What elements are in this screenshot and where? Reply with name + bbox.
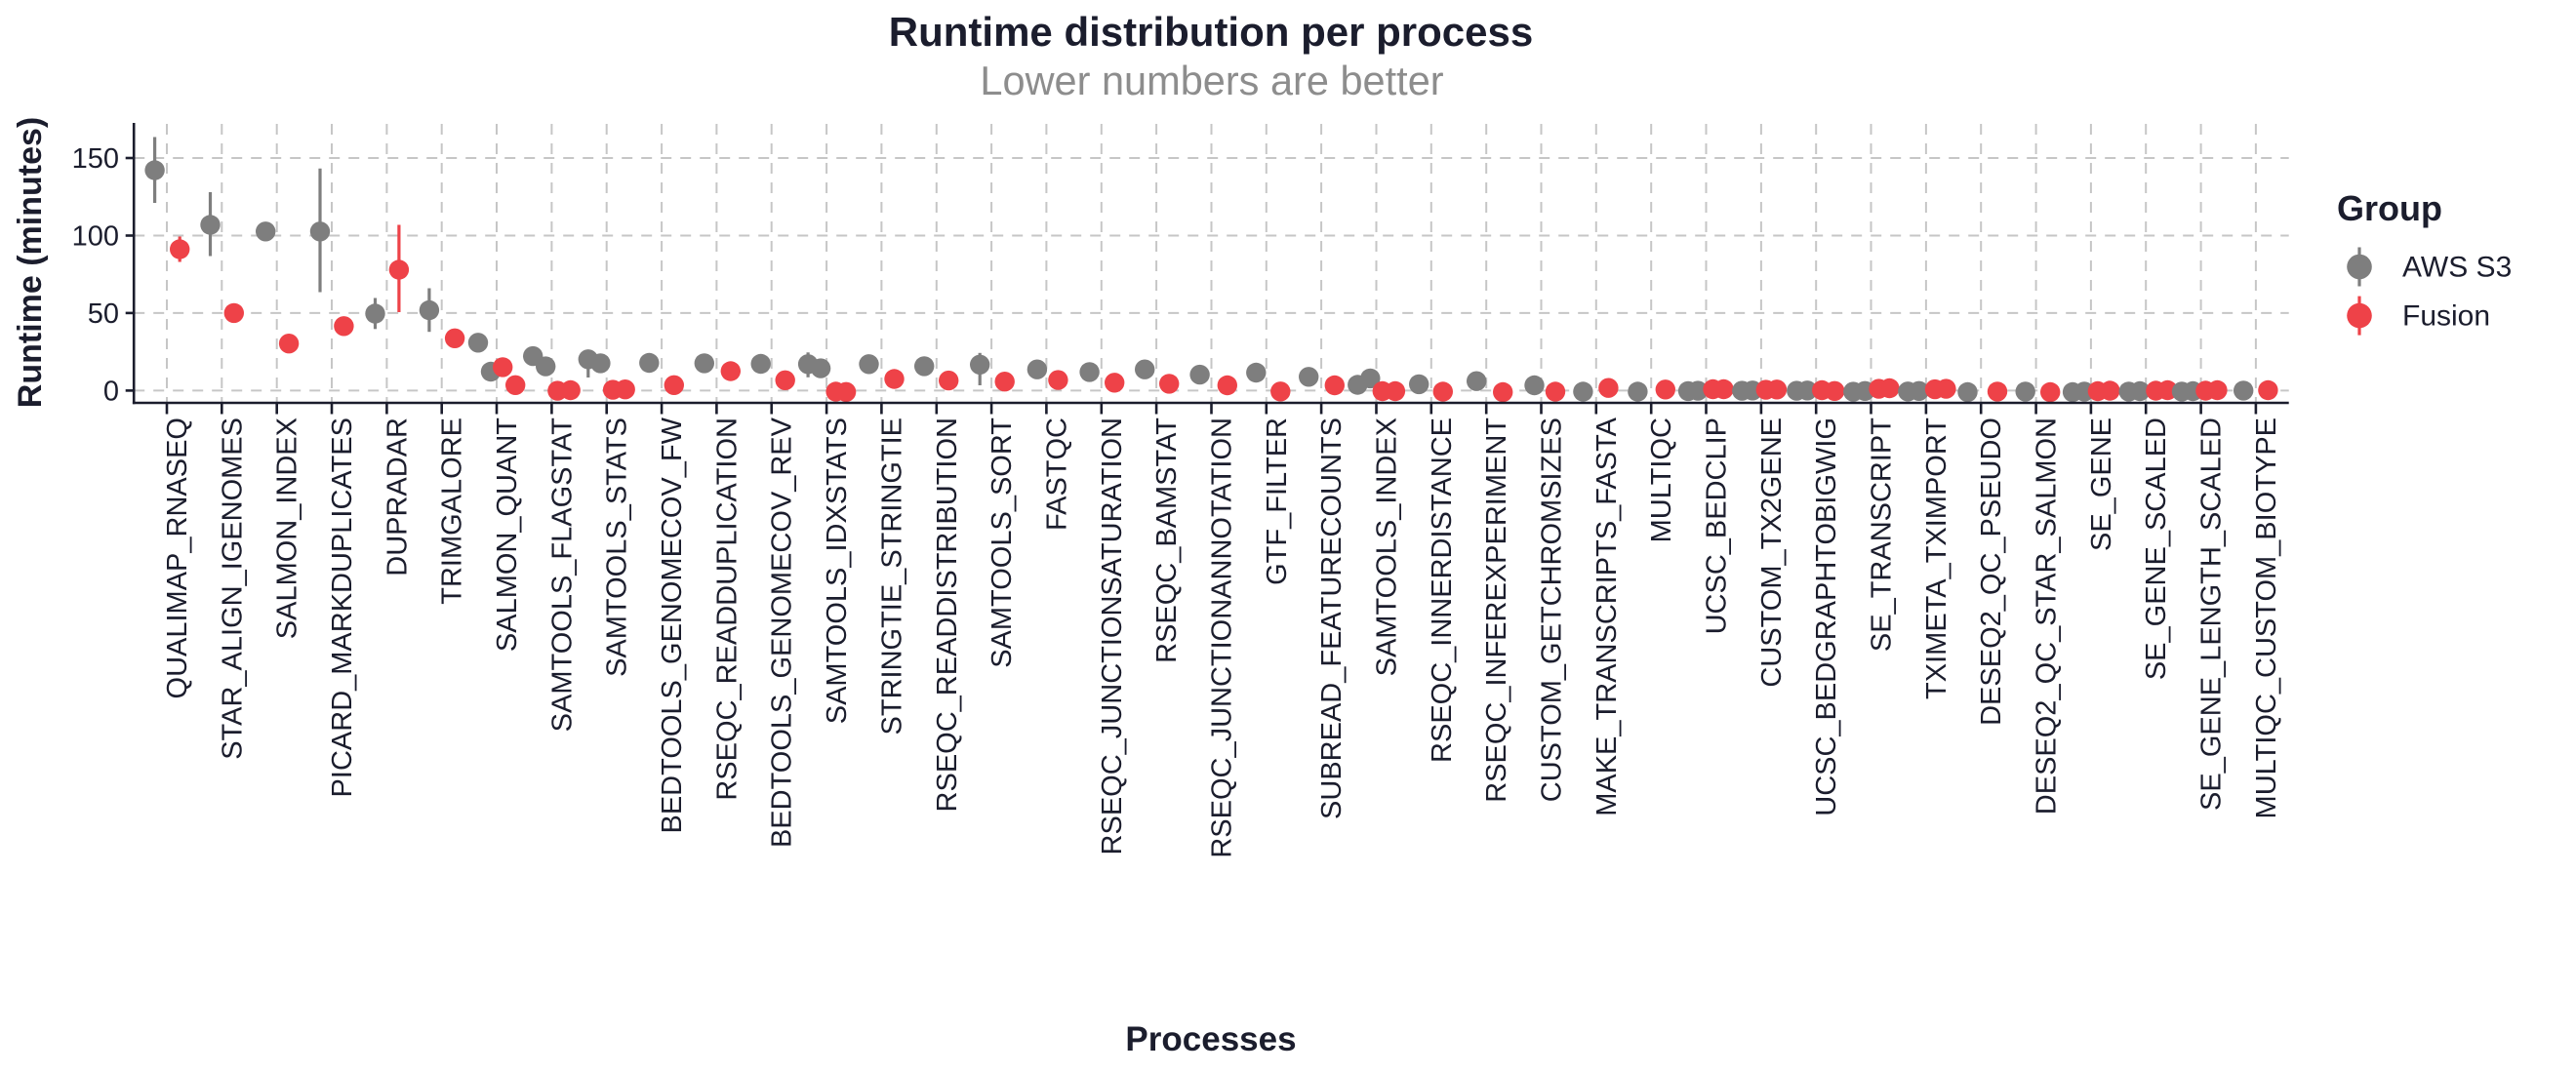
svg-text:SAMTOOLS_STATS: SAMTOOLS_STATS <box>602 417 633 677</box>
svg-text:Runtime distribution per proce: Runtime distribution per process <box>889 9 1533 55</box>
svg-text:UCSC_BEDCLIP: UCSC_BEDCLIP <box>1702 417 1733 634</box>
svg-text:RSEQC_READDISTRIBUTION: RSEQC_READDISTRIBUTION <box>932 417 963 812</box>
svg-text:SE_TRANSCRIPT: SE_TRANSCRIPT <box>1867 417 1898 652</box>
svg-text:SAMTOOLS_FLAGSTAT: SAMTOOLS_FLAGSTAT <box>546 417 578 733</box>
svg-text:RSEQC_BAMSTAT: RSEQC_BAMSTAT <box>1151 417 1183 663</box>
svg-text:QUALIMAP_RNASEQ: QUALIMAP_RNASEQ <box>162 417 193 698</box>
svg-text:100: 100 <box>72 221 119 253</box>
svg-text:MAKE_TRANSCRIPTS_FASTA: MAKE_TRANSCRIPTS_FASTA <box>1591 417 1623 815</box>
svg-text:SE_GENE_LENGTH_SCALED: SE_GENE_LENGTH_SCALED <box>2196 417 2228 811</box>
svg-text:TRIMGALORE: TRIMGALORE <box>437 417 468 605</box>
svg-text:SALMON_QUANT: SALMON_QUANT <box>492 417 523 652</box>
svg-text:50: 50 <box>88 298 119 330</box>
svg-text:BEDTOOLS_GENOMECOV_FW: BEDTOOLS_GENOMECOV_FW <box>657 417 688 833</box>
svg-text:UCSC_BEDGRAPHTOBIGWIG: UCSC_BEDGRAPHTOBIGWIG <box>1811 417 1842 816</box>
svg-text:SE_GENE: SE_GENE <box>2086 417 2117 551</box>
svg-text:BEDTOOLS_GENOMECOV_REV: BEDTOOLS_GENOMECOV_REV <box>767 417 798 848</box>
svg-text:0: 0 <box>103 376 119 407</box>
svg-text:Fusion: Fusion <box>2402 300 2490 333</box>
svg-text:Lower numbers are better: Lower numbers are better <box>980 58 1443 103</box>
svg-text:STRINGTIE_STRINGTIE: STRINGTIE_STRINGTIE <box>876 417 907 735</box>
svg-text:AWS S3: AWS S3 <box>2402 252 2512 284</box>
svg-text:STAR_ALIGN_IGENOMES: STAR_ALIGN_IGENOMES <box>217 417 248 760</box>
svg-text:RSEQC_INNERDISTANCE: RSEQC_INNERDISTANCE <box>1427 417 1458 763</box>
svg-text:SAMTOOLS_IDXSTATS: SAMTOOLS_IDXSTATS <box>822 417 853 724</box>
svg-text:RSEQC_JUNCTIONSATURATION: RSEQC_JUNCTIONSATURATION <box>1097 417 1128 854</box>
svg-text:TXIMETA_TXIMPORT: TXIMETA_TXIMPORT <box>1921 417 1952 699</box>
svg-text:PICARD_MARKDUPLICATES: PICARD_MARKDUPLICATES <box>327 417 358 797</box>
svg-text:RSEQC_JUNCTIONANNOTATION: RSEQC_JUNCTIONANNOTATION <box>1207 417 1238 858</box>
svg-text:RSEQC_INFEREXPERIMENT: RSEQC_INFEREXPERIMENT <box>1481 417 1512 803</box>
svg-text:GTF_FILTER: GTF_FILTER <box>1262 417 1293 585</box>
svg-text:Group: Group <box>2337 188 2442 228</box>
svg-text:Runtime (minutes): Runtime (minutes) <box>12 117 49 408</box>
svg-text:SUBREAD_FEATURECOUNTS: SUBREAD_FEATURECOUNTS <box>1316 417 1348 819</box>
svg-text:DESEQ2_QC_STAR_SALMON: DESEQ2_QC_STAR_SALMON <box>2032 417 2063 815</box>
svg-text:FASTQC: FASTQC <box>1041 417 1072 531</box>
svg-text:CUSTOM_GETCHROMSIZES: CUSTOM_GETCHROMSIZES <box>1537 417 1568 802</box>
svg-text:SAMTOOLS_SORT: SAMTOOLS_SORT <box>986 417 1018 668</box>
svg-text:MULTIQC: MULTIQC <box>1646 417 1677 542</box>
svg-text:MULTIQC_CUSTOM_BIOTYPE: MULTIQC_CUSTOM_BIOTYPE <box>2251 417 2282 818</box>
svg-text:Processes: Processes <box>1125 1020 1296 1058</box>
svg-text:RSEQC_READDUPLICATION: RSEQC_READDUPLICATION <box>711 417 743 801</box>
svg-text:SE_GENE_SCALED: SE_GENE_SCALED <box>2141 417 2172 680</box>
svg-text:DUPRADAR: DUPRADAR <box>382 417 413 576</box>
svg-text:150: 150 <box>72 143 119 175</box>
svg-text:SAMTOOLS_INDEX: SAMTOOLS_INDEX <box>1372 417 1403 676</box>
svg-text:SALMON_INDEX: SALMON_INDEX <box>272 417 303 639</box>
svg-text:CUSTOM_TX2GENE: CUSTOM_TX2GENE <box>1756 417 1788 688</box>
svg-text:DESEQ2_QC_PSEUDO: DESEQ2_QC_PSEUDO <box>1976 417 2007 726</box>
